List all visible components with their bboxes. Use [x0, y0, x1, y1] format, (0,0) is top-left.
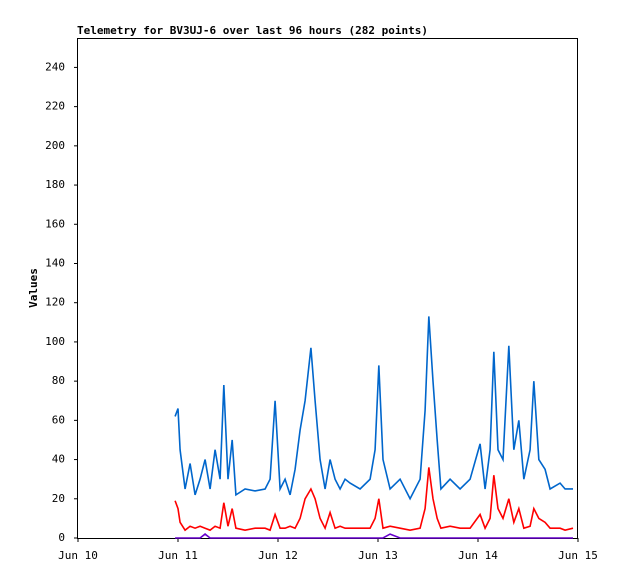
series-line	[174, 467, 574, 532]
y-tick-label: 180	[45, 178, 65, 191]
y-axis-label: Values	[27, 268, 40, 308]
y-tick-label: 160	[45, 217, 65, 230]
x-tick-label: Jun 10	[58, 549, 98, 562]
x-tick-label: Jun 12	[258, 549, 298, 562]
y-tick-label: 200	[45, 139, 65, 152]
series-line	[174, 316, 573, 501]
series-line	[175, 533, 573, 539]
x-tick-label: Jun 11	[158, 549, 198, 562]
x-tick-label: Jun 15	[558, 549, 598, 562]
y-tick-label: 0	[58, 531, 65, 544]
x-tick-label: Jun 13	[358, 549, 398, 562]
y-tick-label: 80	[52, 374, 65, 387]
y-tick-label: 220	[45, 100, 65, 113]
y-tick-label: 40	[52, 453, 65, 466]
y-tick-label: 140	[45, 256, 65, 269]
y-tick-label: 20	[52, 492, 65, 505]
y-tick-label: 60	[52, 413, 65, 426]
y-tick-label: 240	[45, 60, 65, 73]
chart-title: Telemetry for BV3UJ-6 over last 96 hours…	[77, 24, 428, 37]
y-tick-label: 120	[45, 296, 65, 309]
y-tick-label: 100	[45, 335, 65, 348]
x-tick-label: Jun 14	[458, 549, 498, 562]
